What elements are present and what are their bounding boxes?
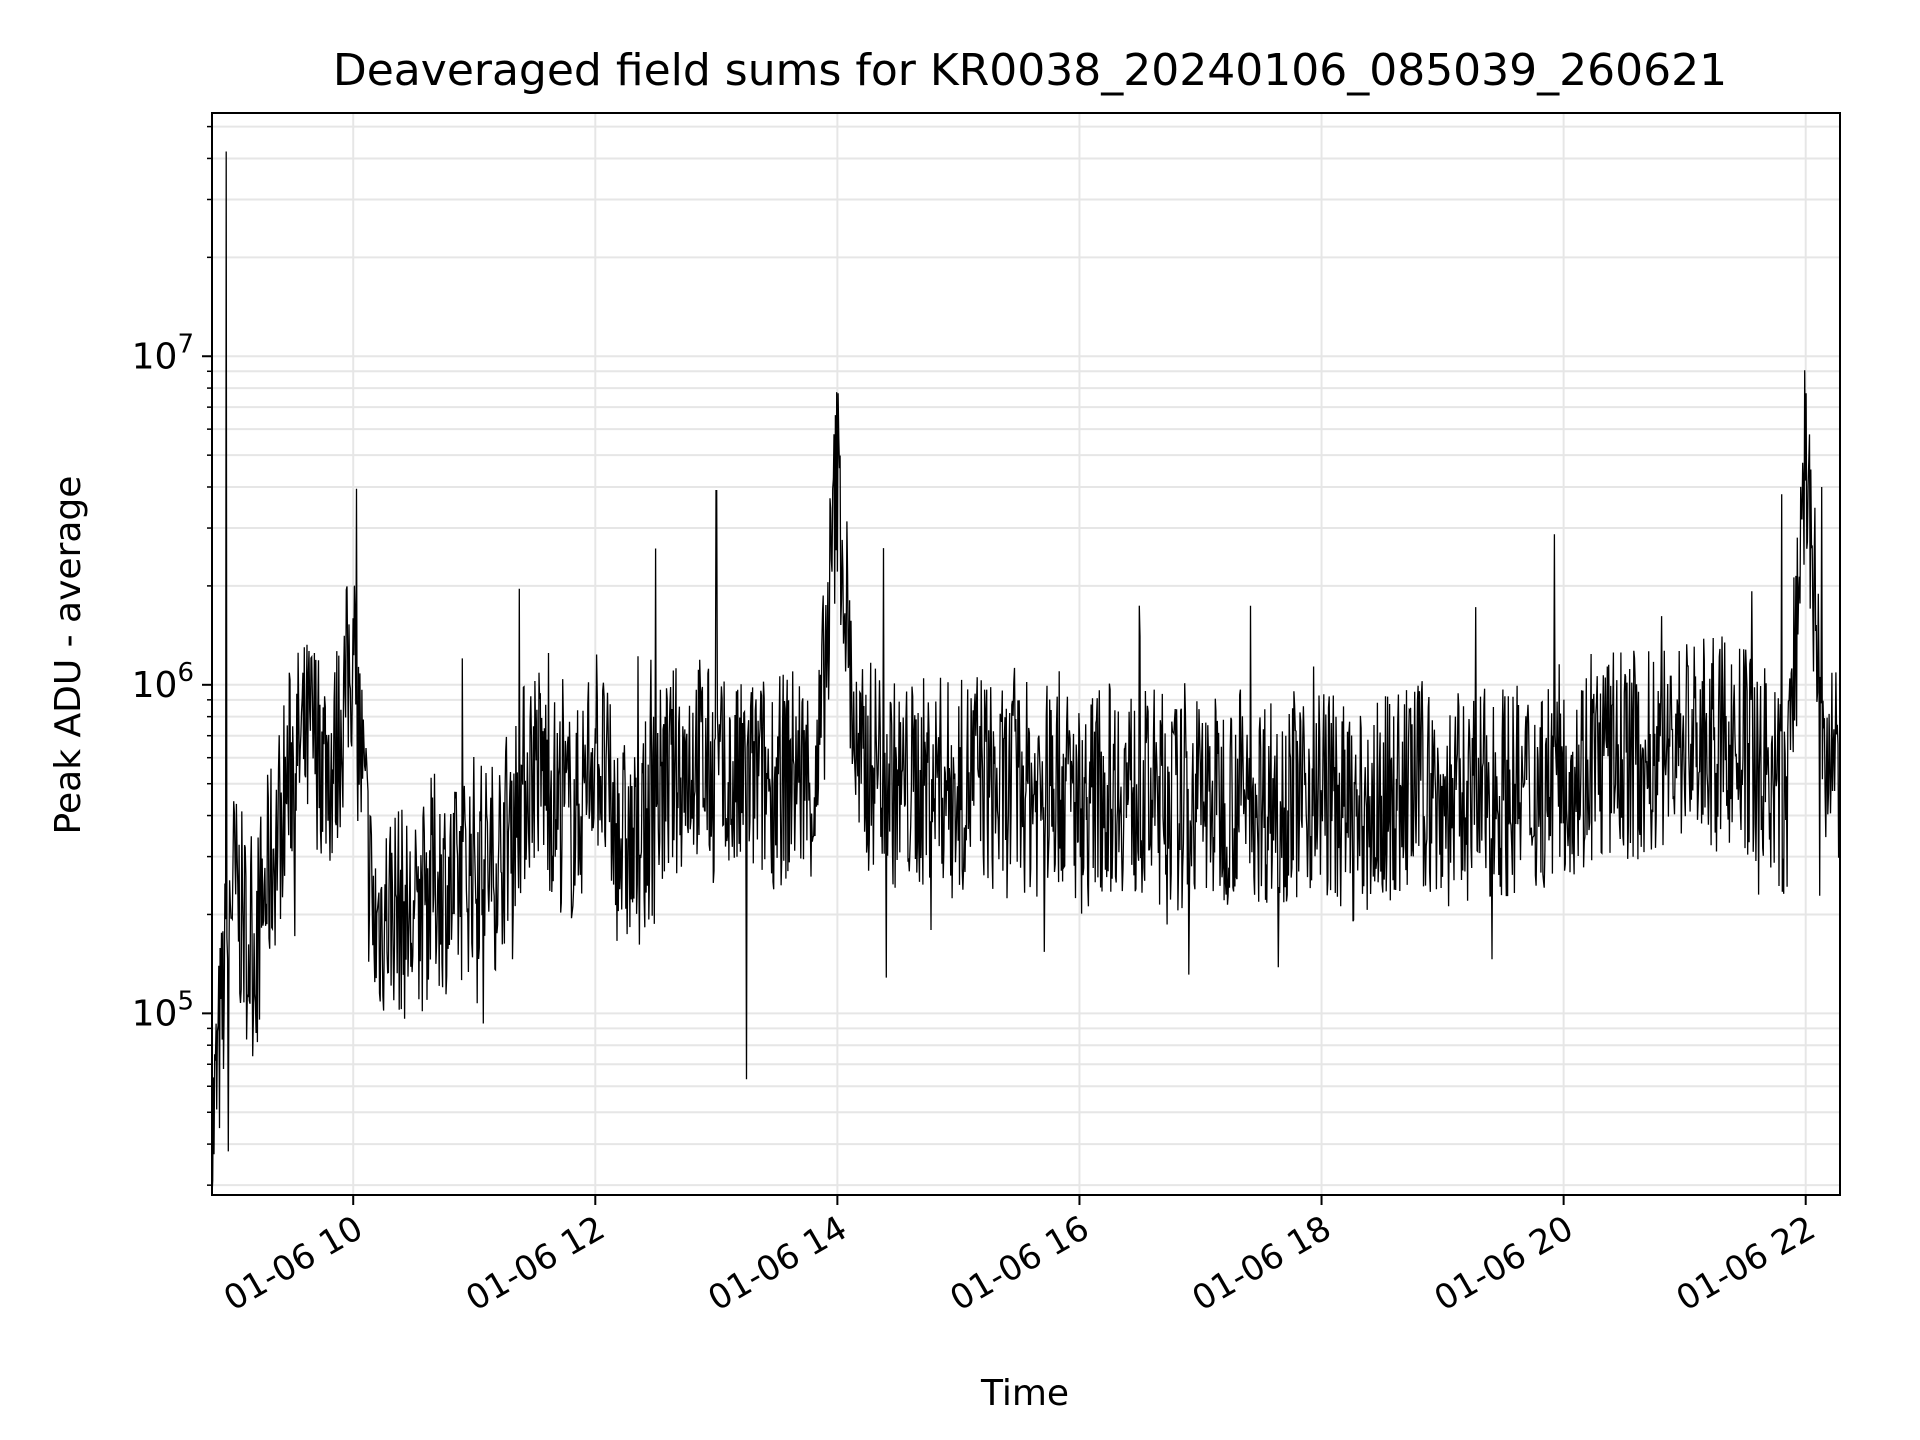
x-tick-label: 01-06 22	[1670, 1208, 1822, 1319]
grid	[212, 113, 1840, 1195]
x-axis: 01-06 10 01-06 12 01-06 14 01-06 16 01-06 18…	[217, 1195, 1822, 1319]
y-axis-label: Peak ADU - average	[48, 476, 89, 835]
x-axis-label: Time	[980, 1373, 1069, 1414]
chart-title: Deaveraged field sums for KR0038_2024010…	[333, 45, 1727, 96]
y-tick-label: 105	[132, 986, 194, 1034]
x-tick-label: 01-06 20	[1428, 1208, 1580, 1319]
y-tick-label: 106	[132, 658, 194, 706]
series-line	[211, 151, 1841, 1196]
y-tick-label: 107	[132, 329, 194, 377]
x-tick-label: 01-06 10	[217, 1208, 369, 1319]
plot-frame	[211, 112, 1841, 1196]
x-tick-label: 01-06 16	[944, 1208, 1096, 1319]
x-tick-label: 01-06 14	[701, 1208, 853, 1319]
series-layer	[211, 151, 1841, 1196]
x-tick-label: 01-06 12	[459, 1208, 611, 1319]
y-axis: 105 106 107	[132, 125, 212, 1186]
x-tick-label: 01-06 18	[1186, 1208, 1338, 1319]
